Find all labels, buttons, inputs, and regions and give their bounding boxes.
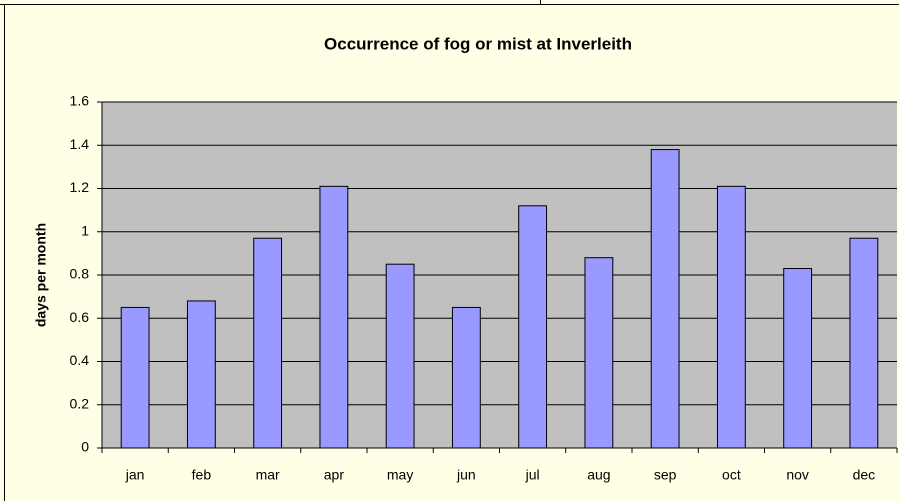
bar (584, 257, 614, 449)
x-tick-label: dec (853, 467, 876, 483)
x-tick-label: nov (786, 467, 809, 483)
x-tick-label: feb (192, 467, 212, 483)
bar (650, 149, 680, 449)
x-tick-label: oct (722, 467, 741, 483)
bar (518, 205, 548, 449)
bar (319, 185, 349, 449)
bar (186, 300, 216, 449)
y-tick-label: 0.4 (70, 352, 90, 368)
bar (120, 306, 150, 449)
x-tick-label: mar (256, 467, 280, 483)
bar (783, 268, 813, 449)
x-tick-label: apr (324, 467, 345, 483)
y-axis-label: days per month (33, 223, 49, 327)
y-tick-label: 0 (81, 439, 89, 455)
bar (451, 306, 481, 449)
y-tick-label: 1.4 (70, 136, 90, 152)
chart-title: Occurrence of fog or mist at Inverleith (324, 34, 632, 53)
x-tick-label: may (387, 467, 413, 483)
y-tick-label: 1.2 (70, 179, 90, 195)
y-tick-label: 0.6 (70, 309, 90, 325)
y-tick-label: 0.2 (70, 395, 90, 411)
x-tick-label: sep (654, 467, 677, 483)
y-tick-label: 1.6 (70, 93, 90, 109)
y-tick-label: 1 (81, 222, 89, 238)
x-tick-label: aug (587, 467, 610, 483)
bar (385, 263, 415, 449)
x-tick-label: jun (456, 467, 476, 483)
x-tick-label: jul (525, 467, 540, 483)
bar (849, 237, 879, 449)
bar (253, 237, 283, 449)
x-tick-label: jan (125, 467, 145, 483)
bar (716, 185, 746, 449)
y-tick-label: 0.8 (70, 266, 90, 282)
